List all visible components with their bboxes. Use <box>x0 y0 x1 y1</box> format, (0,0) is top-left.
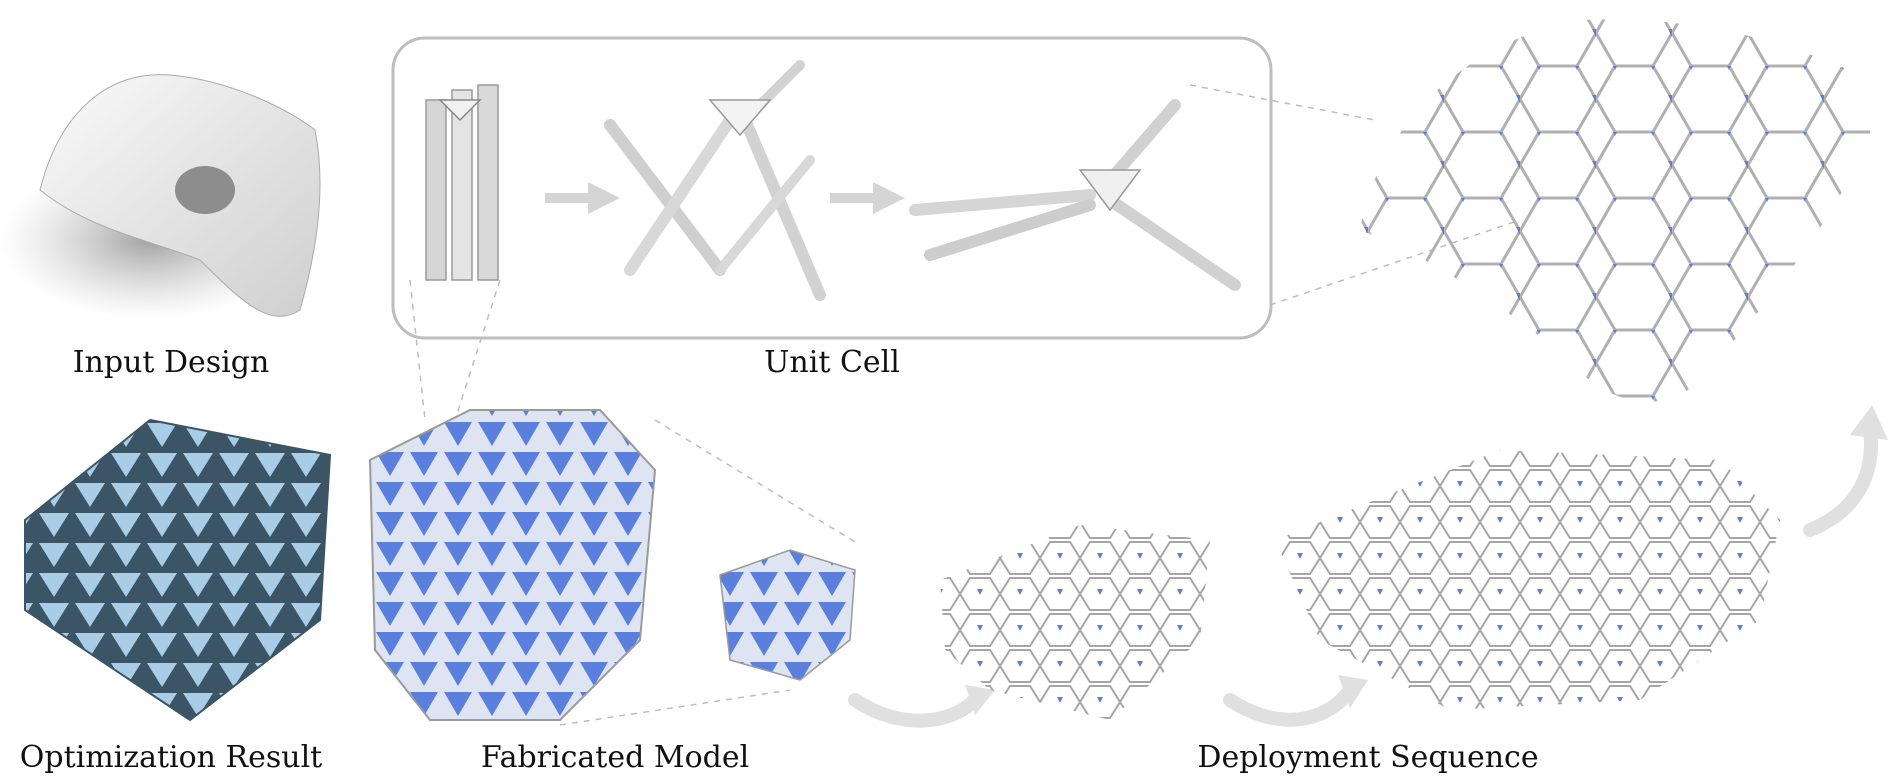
deployed-dome <box>1360 19 1870 402</box>
caption-deployment-sequence: Deployment Sequence <box>1197 740 1539 775</box>
unit-cell-frame <box>391 36 1273 340</box>
curved-arrow-icon <box>848 685 995 728</box>
unit-cell-partial <box>604 60 826 301</box>
curved-arrow-icon <box>1223 675 1368 727</box>
deployment-sequence <box>848 450 1780 728</box>
arrow-right-icon <box>830 182 905 214</box>
fabricated-small <box>719 549 856 681</box>
unit-cell-panel <box>391 36 1273 340</box>
fabricated-large <box>368 409 657 721</box>
caption-optimization-result: Optimization Result <box>19 740 323 775</box>
fabricated-model <box>368 409 856 721</box>
caption-input-design: Input Design <box>72 345 270 380</box>
deployed-structure <box>1360 19 1870 402</box>
unit-cell-folded <box>425 84 499 281</box>
caption-unit-cell: Unit Cell <box>764 345 900 380</box>
caption-fabricated-model: Fabricated Model <box>480 740 750 775</box>
surface-hole <box>175 166 235 214</box>
arrow-right-icon <box>545 182 620 214</box>
deployment-stage-2 <box>1275 450 1780 710</box>
optimization-block <box>24 418 332 722</box>
curved-arrow-icon <box>1803 405 1888 537</box>
unit-cell-deployed <box>909 99 1241 291</box>
input-design-panel <box>0 74 321 320</box>
optimization-result <box>24 418 332 722</box>
deployment-stage-1 <box>940 525 1210 720</box>
